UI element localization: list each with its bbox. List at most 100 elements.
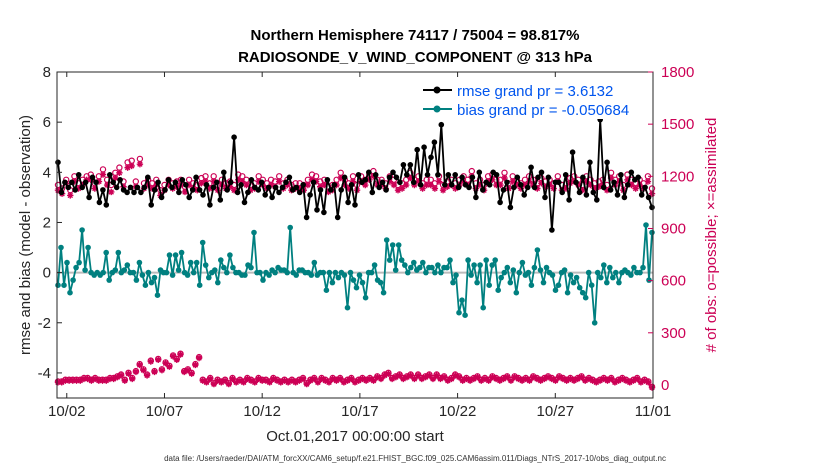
obs-assimilated-point	[95, 178, 103, 185]
bias-point	[570, 279, 577, 286]
obs-assimilated-point	[267, 181, 275, 189]
obs-assimilated-point	[591, 185, 598, 192]
obs-assimilated-low-point	[58, 379, 65, 386]
obs-assimilated-low-point	[247, 377, 255, 384]
obs-assimilated-low-point	[277, 379, 284, 386]
rmse-point	[448, 182, 455, 188]
rmse-point	[362, 177, 369, 183]
obs-assimilated-low-point	[440, 373, 448, 381]
rmse-point	[127, 184, 134, 191]
rmse-point	[438, 121, 445, 128]
rmse-point	[338, 187, 345, 193]
bias-point	[151, 274, 158, 281]
obs-assimilated-low-point	[143, 372, 151, 379]
rmse-point	[642, 184, 648, 191]
y-tick-label-right: 600	[661, 273, 686, 290]
bias-point	[130, 269, 137, 276]
obs-assimilated-low-point	[307, 377, 314, 384]
bias-point	[432, 269, 438, 276]
obs-assimilated-point	[579, 187, 586, 194]
bias-point	[640, 264, 646, 271]
rmse-point	[614, 192, 621, 198]
bias-point	[121, 267, 128, 273]
rmse-point	[179, 177, 186, 183]
obs-assimilated-low-point	[593, 379, 600, 386]
bias-point	[380, 289, 387, 296]
bias-point	[582, 294, 589, 301]
obs-assimilated-low-point	[88, 377, 95, 384]
x-tick-label: 10/07	[146, 403, 184, 420]
rmse-point	[345, 199, 351, 206]
bias-point	[329, 279, 336, 286]
obs-assimilated-point	[337, 174, 344, 182]
obs-assimilated-low-point	[225, 380, 232, 388]
obs-assimilated-point	[116, 169, 123, 177]
rmse-point	[65, 184, 72, 191]
rmse-point	[486, 182, 493, 188]
rmse-point	[145, 174, 151, 181]
obs-assimilated-low-point	[106, 375, 114, 383]
obs-assimilated-low-point	[322, 377, 329, 384]
rmse-point	[504, 179, 510, 186]
obs-assimilated-low-point	[478, 377, 485, 384]
obs-assimilated-low-point	[95, 377, 103, 384]
rmse-point	[569, 149, 576, 155]
x-tick-label: 10/22	[439, 403, 477, 420]
rmse-point	[428, 154, 434, 161]
obs-assimilated-low-point	[385, 370, 392, 377]
rmse-point	[79, 184, 85, 191]
obs-assimilated-point	[431, 185, 439, 192]
rmse-point	[538, 169, 545, 176]
obs-assimilated-point	[538, 180, 545, 187]
x-tick-label: 11/01	[635, 403, 671, 420]
obs-assimilated-low-point	[158, 366, 166, 374]
obs-assimilated-point	[521, 181, 529, 189]
bias-point	[471, 262, 477, 268]
obs-assimilated-low-point	[114, 373, 121, 381]
bias-point	[637, 269, 643, 276]
rmse-point	[476, 169, 483, 176]
bias-point	[579, 289, 586, 296]
obs-assimilated-low-point	[626, 379, 633, 386]
plot-frame	[56, 71, 654, 399]
bias-point	[540, 279, 547, 286]
obs-assimilated-point	[210, 178, 217, 185]
obs-assimilated-low-point	[578, 373, 585, 381]
obs-assimilated-low-point	[173, 356, 180, 363]
rmse-point	[131, 189, 137, 196]
obs-assimilated-low-point	[284, 379, 292, 386]
rmse-point	[151, 187, 158, 193]
rmse-point	[507, 204, 514, 211]
rmse-point	[417, 182, 424, 188]
rmse-point	[210, 184, 217, 191]
rmse-point	[214, 179, 220, 186]
bias-point	[591, 320, 598, 326]
obs-assimilated-point	[607, 174, 615, 182]
x-tick-label: 10/27	[537, 403, 575, 420]
bias-point	[145, 269, 152, 276]
rmse-point	[110, 179, 116, 186]
bias-point	[543, 264, 550, 271]
obs-assimilated-low-point	[518, 377, 526, 384]
obs-assimilated-low-point	[258, 377, 266, 384]
bias-point	[85, 244, 91, 251]
obs-assimilated-low-point	[229, 375, 236, 383]
obs-assimilated-low-point	[166, 363, 173, 370]
bias-point	[411, 259, 417, 266]
bias-point	[405, 269, 411, 276]
rmse-point	[100, 187, 106, 193]
obs-assimilated-low-point	[73, 377, 80, 384]
obs-assimilated-low-point	[411, 375, 418, 383]
obs-assimilated-point	[235, 176, 242, 183]
obs-assimilated-low-point	[563, 377, 570, 384]
obs-assimilated-low-point	[541, 375, 548, 383]
obs-assimilated-point	[99, 171, 107, 178]
obs-assimilated-low-point	[129, 375, 136, 383]
obs-assimilated-low-point	[221, 377, 229, 384]
bias-point	[398, 257, 405, 263]
obs-assimilated-point	[226, 183, 234, 190]
obs-assimilated-point	[493, 181, 500, 189]
obs-assimilated-low-point	[340, 379, 348, 386]
obs-assimilated-point	[628, 181, 635, 189]
bias-point	[492, 257, 499, 263]
